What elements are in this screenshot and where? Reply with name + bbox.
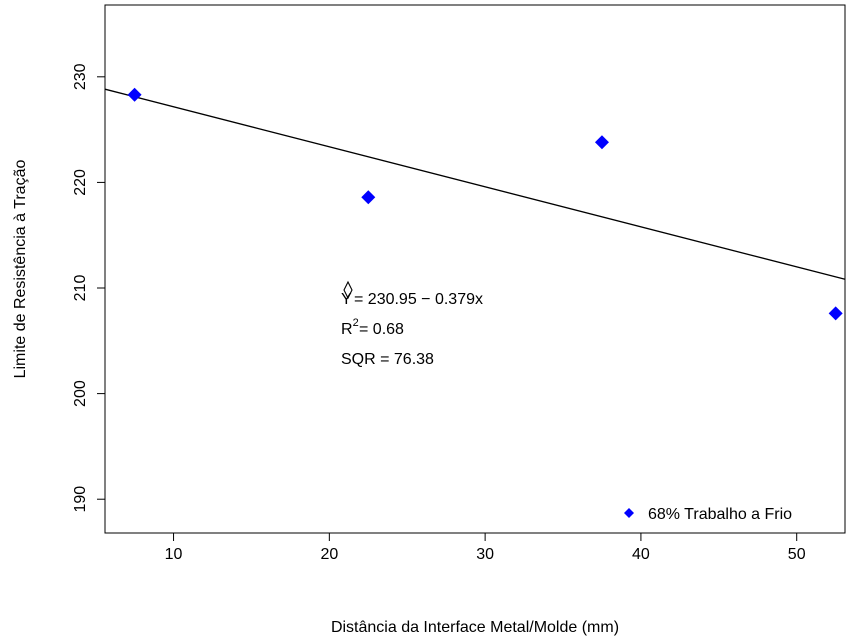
x-tick-label: 50 bbox=[788, 546, 806, 563]
x-tick-label: 10 bbox=[165, 546, 183, 563]
sqr-label: SQR = 76.38 bbox=[341, 351, 434, 368]
legend-label: 68% Trabalho a Frio bbox=[648, 506, 792, 523]
y-axis: 190 200 210 220 230 bbox=[72, 63, 106, 513]
x-tick-label: 20 bbox=[320, 546, 338, 563]
legend: 68% Trabalho a Frio bbox=[624, 506, 792, 523]
r-squared-label: R2 bbox=[341, 317, 359, 338]
x-axis-title: Distância da Interface Metal/Molde (mm) bbox=[331, 619, 619, 636]
equation-rhs: = 230.95 − 0.379x bbox=[354, 291, 483, 308]
data-point bbox=[594, 135, 609, 150]
legend-marker bbox=[624, 508, 634, 518]
data-point bbox=[361, 190, 376, 205]
y-tick-label: 200 bbox=[72, 380, 89, 407]
x-axis: 10 20 30 40 50 bbox=[165, 532, 806, 563]
data-points bbox=[127, 87, 843, 321]
y-hat-symbol: Y bbox=[341, 291, 352, 308]
y-axis-title: Limite de Resistência à Tração bbox=[12, 160, 29, 379]
r-squared-exponent: 2 bbox=[353, 317, 359, 329]
regression-line bbox=[104, 88, 846, 280]
y-tick-label: 190 bbox=[72, 486, 89, 513]
regression-annotation: Y = 230.95 − 0.379x R2 = 0.68 SQR = 76.3… bbox=[341, 280, 483, 368]
r-squared-value: = 0.68 bbox=[359, 321, 404, 338]
x-tick-label: 30 bbox=[476, 546, 494, 563]
plot-frame bbox=[104, 4, 846, 534]
hat-diamond bbox=[343, 280, 353, 300]
data-point bbox=[127, 87, 142, 102]
y-tick-label: 230 bbox=[72, 63, 89, 90]
y-tick-label: 220 bbox=[72, 169, 89, 196]
x-tick-label: 40 bbox=[632, 546, 650, 563]
data-point bbox=[828, 306, 843, 321]
y-tick-label: 210 bbox=[72, 275, 89, 302]
